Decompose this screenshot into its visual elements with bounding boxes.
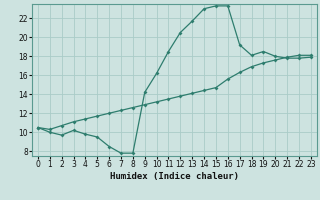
- X-axis label: Humidex (Indice chaleur): Humidex (Indice chaleur): [110, 172, 239, 181]
